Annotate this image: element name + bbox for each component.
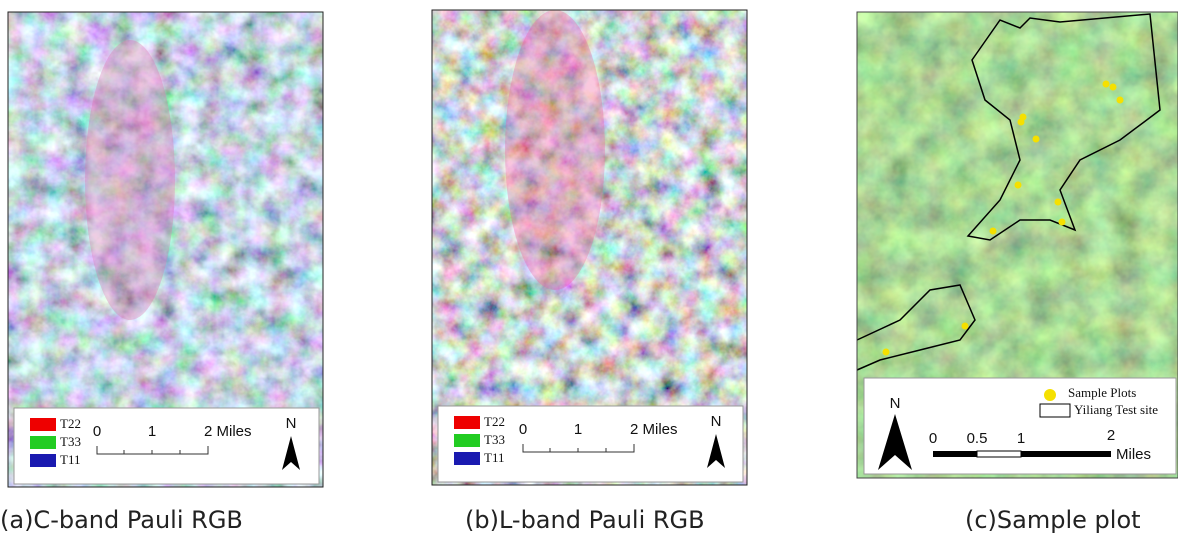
swatch xyxy=(30,436,56,449)
legend-label: Sample Plots xyxy=(1068,385,1136,400)
scale-bar xyxy=(1021,451,1111,457)
legend-label: T22 xyxy=(60,416,81,431)
legend-symbol xyxy=(1040,404,1070,417)
panel-c: Sample Plots Yiliang Test site N 0 0.5 1… xyxy=(857,12,1178,478)
caption: (b)L-band Pauli RGB xyxy=(465,506,705,534)
caption: (a)C-band Pauli RGB xyxy=(0,506,243,534)
legend-label: T22 xyxy=(484,414,505,429)
legend-label: T33 xyxy=(484,432,505,447)
scale-label: 0 xyxy=(93,423,101,440)
scale-label: 2 xyxy=(1107,427,1115,444)
scale-label: 0.5 xyxy=(967,430,988,447)
north-label: N xyxy=(890,395,901,412)
legend-label: T33 xyxy=(60,434,81,449)
legend-label: Yiliang Test site xyxy=(1074,402,1158,417)
scale-label: 0 xyxy=(519,421,527,438)
panel-b: T22 T33 T11 0 1 2 Miles N xyxy=(432,10,747,485)
swatch xyxy=(454,416,480,429)
scale-bar xyxy=(977,451,1021,457)
scale-label: 1 xyxy=(148,423,156,440)
scale-label: 1 xyxy=(574,421,582,438)
scale-unit: Miles xyxy=(1116,446,1151,463)
panel-a: T22 T33 T11 0 1 2 Miles N xyxy=(8,12,323,487)
scale-label: 2 Miles xyxy=(630,421,678,438)
legend-symbol xyxy=(1044,389,1056,401)
scale-label: 0 xyxy=(929,430,937,447)
legend-label: T11 xyxy=(60,452,80,467)
legend-label: T11 xyxy=(484,450,504,465)
scale-bar xyxy=(933,451,977,457)
swatch xyxy=(454,434,480,447)
scale-label: 2 Miles xyxy=(204,423,252,440)
scale-label: 1 xyxy=(1017,430,1025,447)
urban-area xyxy=(85,40,175,320)
swatch xyxy=(454,452,480,465)
swatch xyxy=(30,418,56,431)
swatch xyxy=(30,454,56,467)
urban-area xyxy=(505,10,605,290)
figure: T22 T33 T11 0 1 2 Miles N T22 T33 T11 0 … xyxy=(0,0,1178,538)
north-label: N xyxy=(286,415,297,432)
north-label: N xyxy=(711,413,722,430)
caption: (c)Sample plot xyxy=(965,506,1141,534)
